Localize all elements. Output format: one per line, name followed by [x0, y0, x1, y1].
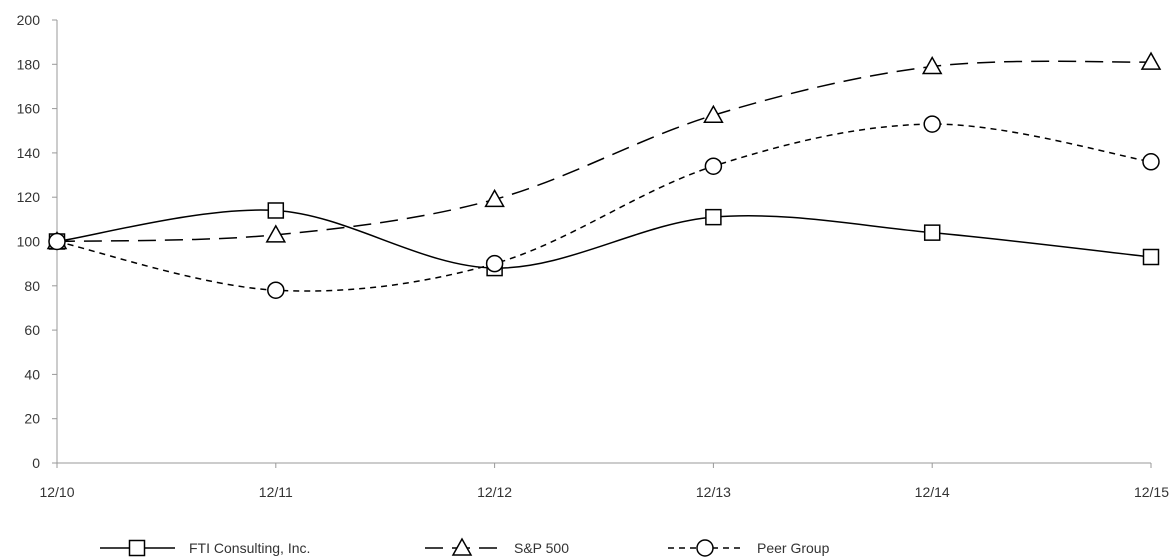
series-line	[56, 60, 1152, 243]
data-point	[484, 188, 505, 208]
series-0	[48, 202, 1160, 277]
series-line	[56, 123, 1152, 292]
legend-item: FTI Consulting, Inc.	[100, 539, 310, 557]
y-tick-label: 180	[17, 56, 41, 72]
y-tick-label: 160	[17, 101, 41, 117]
x-tick-label: 12/13	[696, 484, 731, 500]
legend-label: Peer Group	[757, 540, 830, 556]
data-point	[267, 202, 285, 219]
legend-swatch-marker	[696, 539, 714, 557]
data-point	[1142, 248, 1160, 266]
data-point	[485, 254, 504, 273]
y-tick-label: 120	[17, 189, 41, 205]
legend-label: FTI Consulting, Inc.	[189, 540, 310, 556]
data-point	[48, 232, 66, 251]
series-2	[48, 115, 1160, 299]
y-tick-label: 60	[24, 322, 40, 338]
y-tick-label: 140	[17, 145, 41, 161]
legend-swatch-marker	[451, 537, 473, 556]
data-point	[704, 157, 723, 175]
y-tick-label: 80	[24, 278, 40, 294]
y-tick-label: 40	[24, 366, 40, 382]
x-tick-label: 12/15	[1134, 484, 1169, 500]
series-layer	[46, 51, 1162, 299]
data-point	[703, 104, 724, 123]
legend: FTI Consulting, Inc. S&P 500 Peer Group	[100, 537, 830, 557]
legend-swatch-marker	[128, 539, 146, 557]
y-tick-label: 200	[17, 12, 41, 28]
data-point	[923, 224, 941, 241]
axes: 0 20 40 60 80 100 120 140 160 180 200 12/10 12/11 12/…	[17, 12, 1170, 500]
data-point	[1142, 153, 1160, 171]
y-tick-label: 100	[17, 234, 41, 250]
legend-label: S&P 500	[514, 540, 569, 556]
y-tick-label: 20	[24, 411, 40, 427]
data-point	[923, 115, 941, 133]
x-tick-label: 12/12	[477, 484, 512, 500]
x-tick-label: 12/11	[259, 484, 293, 500]
data-point	[265, 224, 287, 243]
data-point	[705, 208, 722, 226]
x-tick-label: 12/10	[39, 484, 74, 500]
x-tick-label: 12/14	[915, 484, 950, 500]
y-tick-label: 0	[32, 455, 40, 471]
legend-item: S&P 500	[425, 537, 569, 556]
data-point	[921, 55, 943, 75]
data-point	[267, 281, 285, 299]
series-line	[56, 209, 1152, 269]
legend-item: Peer Group	[668, 539, 830, 557]
data-point	[1140, 51, 1162, 70]
series-1	[46, 51, 1162, 250]
